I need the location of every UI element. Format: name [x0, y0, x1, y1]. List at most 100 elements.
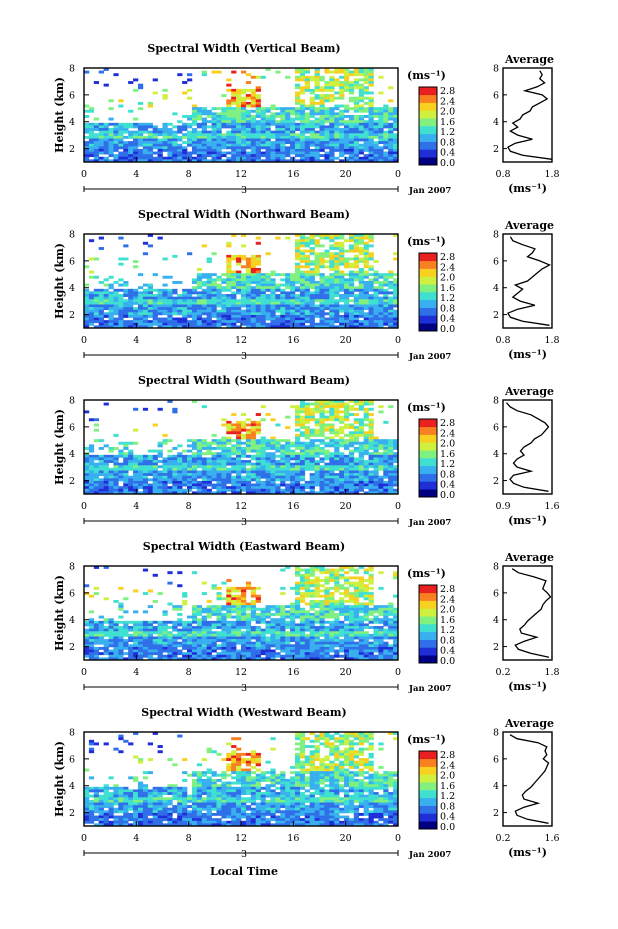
colorbar-tick-label: 2.0 — [440, 107, 455, 118]
colorbar: (ms⁻¹) 2.82.42.01.61.20.80.40.0 — [407, 401, 455, 501]
profile-x-tick: 0.2 — [495, 667, 510, 678]
x-tick-label: 0 — [395, 335, 401, 346]
colorbar-tick-label: 0.0 — [440, 490, 455, 501]
x-tick-label: 0 — [395, 667, 401, 678]
y-tick-label: 6 — [69, 422, 75, 433]
y-tick-label: 2 — [69, 144, 75, 155]
y-tick-label: 8 — [69, 562, 75, 573]
date-label: Jan 2007 — [408, 518, 451, 528]
day-label: 3 — [241, 351, 247, 362]
x-tick-label: 16 — [287, 335, 299, 346]
panel-1: Spectral Width (Vertical Beam)2468Height… — [53, 42, 560, 196]
colorbar-tick-label: 0.4 — [440, 314, 455, 325]
colorbar-unit: (ms⁻¹) — [407, 567, 446, 580]
x-tick-label: 12 — [235, 501, 247, 512]
x-tick-label: 4 — [133, 169, 139, 180]
profile-title: Average — [504, 551, 554, 564]
x-axis-label: Local Time — [210, 865, 278, 878]
x-tick-label: 8 — [186, 501, 192, 512]
y-axis-label: Height (km) — [53, 243, 66, 319]
x-tick-label: 8 — [186, 335, 192, 346]
y-tick-label: 4 — [69, 615, 75, 626]
profile-x-tick: 1.6 — [544, 501, 559, 512]
day-label: 3 — [241, 683, 247, 694]
x-tick-label: 20 — [340, 501, 352, 512]
colorbar-tick-label: 0.0 — [440, 158, 455, 169]
panel-3: Spectral Width (Southward Beam)2468Heigh… — [53, 374, 560, 528]
colorbar-tick-label: 1.6 — [440, 283, 455, 294]
profile-y-tick: 8 — [493, 562, 499, 573]
x-tick-label: 16 — [287, 169, 299, 180]
colorbar-tick-label: 2.4 — [440, 594, 455, 605]
profile-x-tick: 0.8 — [495, 335, 510, 346]
x-tick-label: 0 — [81, 833, 87, 844]
average-profile: Average 2 4 6 8 0.2 1.6 (ms⁻¹) — [493, 717, 560, 859]
colorbar-tick-label: 1.6 — [440, 449, 455, 460]
profile-y-tick: 4 — [493, 283, 499, 294]
y-tick-label: 8 — [69, 64, 75, 75]
panel-5: Spectral Width (Westward Beam)2468Height… — [53, 706, 560, 878]
heatmap-field — [84, 400, 399, 495]
colorbar-tick-label: 2.4 — [440, 96, 455, 107]
heatmap-field — [84, 68, 399, 163]
y-tick-label: 8 — [69, 728, 75, 739]
profile-y-tick: 6 — [493, 422, 499, 433]
colorbar: (ms⁻¹) 2.82.42.01.61.20.80.40.0 — [407, 235, 455, 335]
day-label: 3 — [241, 185, 247, 196]
colorbar-unit: (ms⁻¹) — [407, 733, 446, 746]
profile-y-tick: 4 — [493, 615, 499, 626]
profile-unit: (ms⁻¹) — [508, 514, 547, 527]
profile-title: Average — [504, 219, 554, 232]
panel-title: Spectral Width (Vertical Beam) — [147, 42, 340, 55]
colorbar-tick-label: 0.8 — [440, 137, 455, 148]
colorbar-tick-label: 2.0 — [440, 771, 455, 782]
panel-title: Spectral Width (Westward Beam) — [141, 706, 346, 719]
x-tick-label: 20 — [340, 335, 352, 346]
colorbar-tick-label: 2.4 — [440, 760, 455, 771]
x-tick-label: 20 — [340, 169, 352, 180]
heatmap-field — [84, 732, 399, 827]
average-profile: Average 2 4 6 8 0.8 1.8 (ms⁻¹) — [493, 53, 560, 195]
y-tick-label: 6 — [69, 754, 75, 765]
colorbar-tick-label: 1.2 — [440, 791, 455, 802]
x-tick-label: 0 — [395, 169, 401, 180]
x-tick-label: 0 — [81, 667, 87, 678]
profile-title: Average — [504, 717, 554, 730]
colorbar-tick-label: 1.6 — [440, 781, 455, 792]
colorbar-tick-label: 0.4 — [440, 646, 455, 657]
colorbar-tick-label: 0.0 — [440, 656, 455, 667]
x-tick-label: 12 — [235, 169, 247, 180]
colorbar-tick-label: 1.6 — [440, 117, 455, 128]
day-label: 3 — [241, 849, 247, 860]
colorbar-tick-label: 0.4 — [440, 148, 455, 159]
profile-y-tick: 2 — [493, 144, 499, 155]
x-tick-label: 0 — [395, 501, 401, 512]
colorbar-tick-label: 1.6 — [440, 615, 455, 626]
panel-2: Spectral Width (Northward Beam)2468Heigh… — [53, 208, 560, 362]
profile-unit: (ms⁻¹) — [508, 680, 547, 693]
profile-y-tick: 2 — [493, 808, 499, 819]
colorbar-unit: (ms⁻¹) — [407, 401, 446, 414]
y-axis-label: Height (km) — [53, 575, 66, 651]
y-tick-label: 4 — [69, 283, 75, 294]
x-tick-label: 12 — [235, 335, 247, 346]
colorbar-tick-label: 1.2 — [440, 127, 455, 138]
profile-unit: (ms⁻¹) — [508, 182, 547, 195]
x-tick-label: 0 — [81, 169, 87, 180]
y-tick-label: 6 — [69, 256, 75, 267]
colorbar-tick-label: 2.8 — [440, 86, 455, 97]
y-tick-label: 2 — [69, 310, 75, 321]
colorbar-tick-label: 2.8 — [440, 252, 455, 263]
profile-y-tick: 8 — [493, 396, 499, 407]
x-tick-label: 16 — [287, 833, 299, 844]
y-tick-label: 2 — [69, 808, 75, 819]
profile-y-tick: 2 — [493, 642, 499, 653]
colorbar-tick-label: 2.4 — [440, 428, 455, 439]
x-tick-label: 4 — [133, 833, 139, 844]
profile-y-tick: 8 — [493, 64, 499, 75]
profile-y-tick: 8 — [493, 230, 499, 241]
colorbar-tick-label: 2.8 — [440, 418, 455, 429]
x-tick-label: 8 — [186, 833, 192, 844]
colorbar-tick-label: 2.4 — [440, 262, 455, 273]
